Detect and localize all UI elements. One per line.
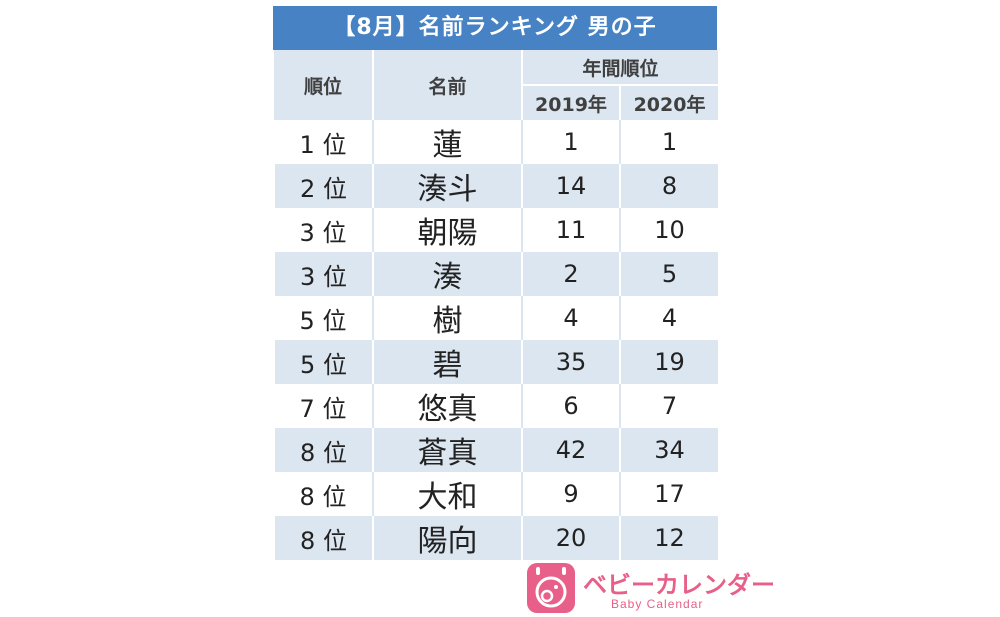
name-cell: 蓮 (372, 120, 522, 164)
table-row: 2 位湊斗 14 8 (273, 164, 719, 208)
table-row: 8 位大和 9 17 (274, 472, 719, 516)
rank-2019-cell: 9 (521, 472, 620, 516)
baby-calendar-logo: ベビーカレンダー Baby Calendar (527, 563, 775, 613)
rank-cell: 1 位 (274, 120, 373, 164)
name-cell: 湊斗 (372, 164, 522, 208)
rank-2019-cell: 14 (521, 164, 620, 208)
rank-cell: 3 位 (273, 252, 373, 296)
rank-2020-cell: 8 (618, 164, 719, 208)
rank-cell: 5 位 (274, 296, 373, 340)
rank-cell: 8 位 (273, 516, 373, 560)
table-title: 【8月】名前ランキング 男の子 (273, 6, 717, 50)
name-cell: 悠真 (372, 384, 522, 428)
header-year-2019: 2019年 (521, 84, 621, 120)
table-row: 7 位悠真 6 7 (274, 384, 719, 428)
rank-2020-cell: 1 (618, 120, 719, 164)
header-name: 名前 (372, 50, 523, 120)
header-rank: 順位 (274, 50, 374, 120)
table-row: 3 位朝陽 11 10 (274, 208, 719, 252)
table-row: 8 位陽向 20 12 (273, 516, 719, 560)
name-cell: 樹 (372, 296, 522, 340)
name-cell: 碧 (372, 340, 522, 384)
rank-2020-cell: 34 (618, 428, 719, 472)
rank-cell: 2 位 (273, 164, 373, 208)
rank-2020-cell: 4 (618, 296, 719, 340)
name-cell: 陽向 (372, 516, 522, 560)
header-annual-rank: 年間順位 (520, 50, 719, 85)
rank-2020-cell: 10 (618, 208, 719, 252)
rank-2019-cell: 6 (521, 384, 620, 428)
name-cell: 湊 (372, 252, 522, 296)
name-cell: 大和 (372, 472, 522, 516)
table-row: 8 位蒼真 42 34 (273, 428, 719, 472)
rank-cell: 7 位 (274, 384, 373, 428)
rank-2019-cell: 35 (521, 340, 620, 384)
rank-2020-cell: 7 (618, 384, 719, 428)
rank-cell: 5 位 (273, 340, 373, 384)
table-row: 5 位碧 35 19 (273, 340, 719, 384)
rank-2020-cell: 12 (618, 516, 719, 560)
rank-cell: 3 位 (274, 208, 373, 252)
rank-cell: 8 位 (274, 472, 373, 516)
logo-text: ベビーカレンダー (583, 571, 775, 599)
rank-2019-cell: 1 (521, 120, 620, 164)
ranking-table-container: 【8月】名前ランキング 男の子 順位 名前 年間順位 2019年 2020年 1… (273, 6, 719, 560)
baby-calendar-logo-icon (527, 563, 575, 613)
rank-2020-cell: 19 (618, 340, 719, 384)
header-year-2020: 2020年 (618, 84, 719, 120)
rank-2019-cell: 2 (521, 252, 620, 296)
rank-cell: 8 位 (273, 428, 373, 472)
rank-2019-cell: 11 (521, 208, 620, 252)
name-cell: 蒼真 (372, 428, 522, 472)
rank-2019-cell: 4 (521, 296, 620, 340)
rank-2020-cell: 17 (618, 472, 719, 516)
rank-2019-cell: 20 (521, 516, 620, 560)
name-cell: 朝陽 (372, 208, 522, 252)
rank-2019-cell: 42 (521, 428, 620, 472)
logo-subtext: Baby Calendar (611, 597, 704, 611)
rank-2020-cell: 5 (618, 252, 719, 296)
